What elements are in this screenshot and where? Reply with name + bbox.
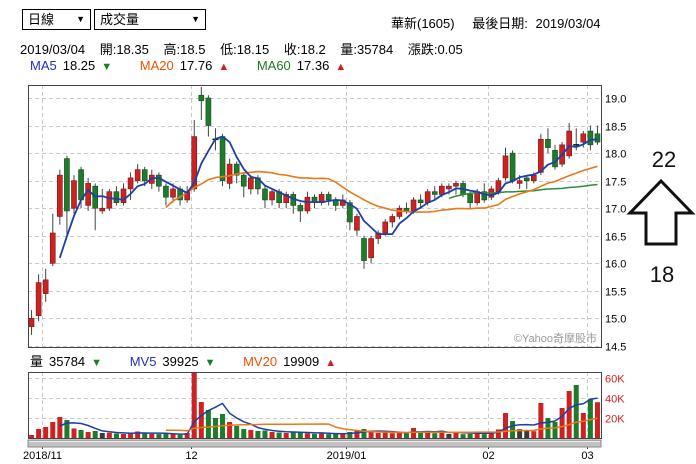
yahoo-watermark: ©Yahoo奇摩股市 [514,331,597,345]
quote-close: 收:18.2 [283,42,326,57]
time-axis-bar[interactable] [27,439,602,448]
svg-text:20K: 20K [605,414,625,426]
x-axis: 2018/11 12 2019/01 02 03 [23,439,602,462]
annotation-top-number: 22 [652,147,676,172]
svg-text:18.0: 18.0 [605,149,626,161]
dropdown-arrow-icon: ▼ [76,14,85,24]
ma5-value: 18.25 [62,58,96,73]
ma5-readout: MA5 18.25 ▼ [30,58,116,73]
arrow-annotation: 22 18 [626,147,696,287]
last-date-value: 2019/03/04 [535,16,601,31]
mv5-line [59,397,598,435]
mv5-value: 39925 [162,354,199,369]
ma5-label: MA5 [30,58,57,73]
ma-readout-row: MA5 18.25 ▼ MA20 17.76 ▲ MA60 17.36 ▲ [30,58,370,73]
mv20-label: MV20 [243,354,278,369]
last-date-label: 最後日期: [472,16,528,31]
svg-text:12: 12 [185,450,197,462]
ma20-readout: MA20 17.76 ▲ [140,58,233,73]
pane-borders [28,85,602,439]
ma-lines [58,135,598,435]
svg-text:16.5: 16.5 [605,232,626,244]
stock-name: 華新(1605) [391,16,455,31]
up-arrow-icon [626,178,696,246]
period-select[interactable]: 日線 ▼ [22,9,91,30]
svg-text:2018/11: 2018/11 [23,450,62,462]
mv20-line [165,417,598,434]
svg-text:19.0: 19.0 [605,94,626,106]
period-select-value: 日線 [28,12,55,27]
volume-value: 35784 [49,354,86,369]
quote-change: 漲跌:0.05 [407,42,463,57]
svg-text:17.0: 17.0 [605,204,626,216]
mv20-readout: MV20 19909 ▲ [243,354,336,369]
down-triangle-icon: ▼ [204,357,216,369]
svg-text:03: 03 [581,450,593,462]
svg-text:15.5: 15.5 [605,287,626,299]
ma20-label: MA20 [139,58,174,73]
ma5-line [58,135,598,259]
svg-text:60K: 60K [605,374,625,386]
down-triangle-icon: ▼ [101,61,113,73]
down-triangle-icon: ▼ [91,357,103,369]
ma60-line [448,183,598,200]
svg-text:40K: 40K [605,394,625,406]
mv5-label: MV5 [129,354,157,369]
svg-text:17.5: 17.5 [605,177,626,189]
svg-text:18.5: 18.5 [605,122,626,134]
axis-labels: 19.0 18.5 18.0 17.5 17.0 16.5 16.0 15.5 15.0 14.5… [514,94,627,426]
volume-label: 量 [30,354,44,369]
title-bar: 華新(1605) 最後日期: 2019/03/04 [391,13,601,32]
svg-text:16.0: 16.0 [605,259,626,271]
svg-text:2019/01: 2019/01 [327,450,367,462]
volume-readout-row: 量 35784 ▼ MV5 39925 ▼ MV20 19909 ▲ [30,351,360,370]
svg-text:02: 02 [482,450,494,462]
quote-date: 2019/03/04 [20,42,86,57]
mv20-value: 19909 [283,354,320,369]
ma20-value: 17.76 [179,58,213,73]
quote-low: 低:18.15 [220,42,270,57]
ma20-line [165,165,598,213]
quote-high: 高:18.5 [163,42,206,57]
indicator-select-value: 成交量 [100,12,140,27]
ma60-readout: MA60 17.36 ▲ [257,58,346,73]
volume-bars [29,373,600,438]
volume-readout: 量 35784 ▼ [30,354,106,369]
chart-gridlines [28,85,601,438]
quote-stats-row: 2019/03/04 開:18.35 高:18.5 低:18.15 收:18.2… [20,39,474,58]
svg-text:14.5: 14.5 [605,342,626,354]
ma60-label: MA60 [256,58,291,73]
mv5-readout: MV5 39925 ▼ [130,354,219,369]
candles [28,86,601,335]
svg-text:15.0: 15.0 [605,314,626,326]
up-triangle-icon: ▲ [325,357,337,369]
indicator-select[interactable]: 成交量 ▼ [94,9,206,30]
up-triangle-icon: ▲ [335,61,347,73]
quote-volume: 量:35784 [340,42,394,57]
ma60-value: 17.36 [296,58,330,73]
dropdown-arrow-icon: ▼ [191,14,200,24]
quote-open: 開:18.35 [99,42,149,57]
annotation-bottom-number: 18 [650,262,674,287]
up-triangle-icon: ▲ [218,61,230,73]
